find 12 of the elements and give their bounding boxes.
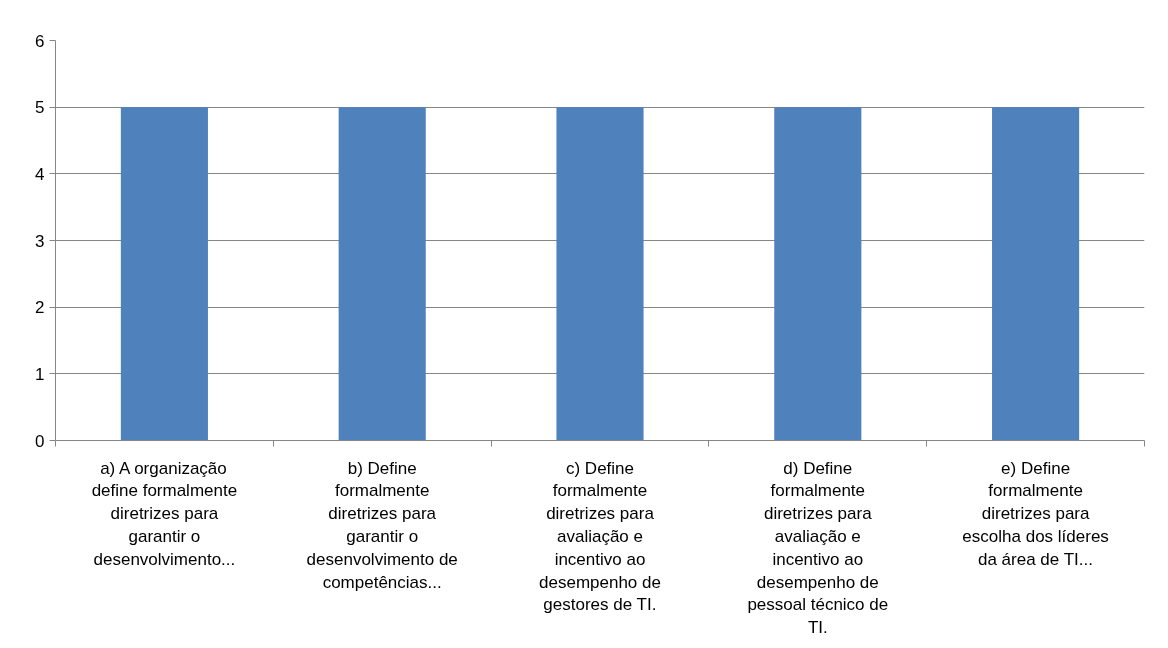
x-tick-label: c) Define formalmente diretrizes para avaliação e incentivo ao desempenho de gestores de TI. — [539, 458, 661, 615]
y-tick-label: 0 — [35, 431, 45, 451]
y-tick-label: 2 — [35, 298, 45, 318]
y-tick-label: 5 — [35, 98, 45, 118]
y-tick-label: 6 — [35, 31, 45, 51]
x-tick-label: b) Define formalmente diretrizes para garantir o desenvolvimento de competências... — [306, 458, 458, 592]
x-tick-label: a) A organização define formalmente diretrizes para garantir o desenvolvimento... — [91, 458, 238, 569]
y-tick-label: 4 — [35, 164, 45, 184]
x-tick-label: e) Define formalmente diretrizes para escolha dos líderes da área de TI... — [962, 458, 1109, 569]
y-tick-label: 1 — [35, 364, 45, 384]
x-tick-label: d) Define formalmente diretrizes para avaliação e incentivo ao desempenho de pessoal técnico de TI. — [747, 458, 889, 638]
y-tick-label: 3 — [35, 231, 45, 251]
